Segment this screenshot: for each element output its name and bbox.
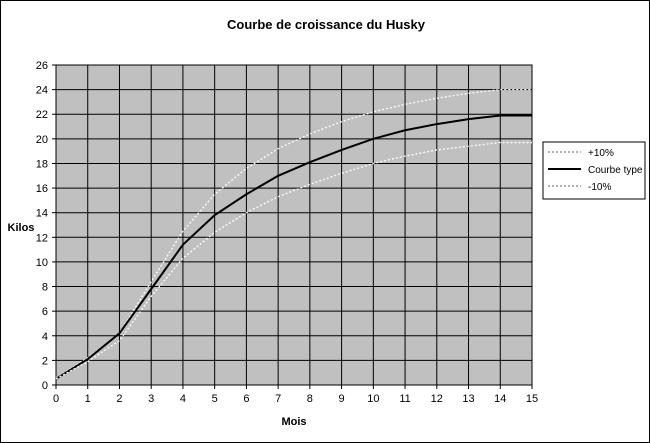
y-axis-label: Kilos bbox=[8, 222, 35, 234]
y-tick-label: 20 bbox=[36, 134, 48, 146]
y-tick-label: 4 bbox=[42, 331, 48, 343]
x-tick-label: 13 bbox=[462, 393, 474, 405]
legend-label: -10% bbox=[588, 182, 611, 193]
y-tick-label: 2 bbox=[42, 355, 48, 367]
y-tick-label: 6 bbox=[42, 306, 48, 318]
y-tick-label: 12 bbox=[36, 232, 48, 244]
x-tick-label: 14 bbox=[494, 393, 506, 405]
plot-background bbox=[55, 64, 533, 386]
x-tick-label: 12 bbox=[431, 393, 443, 405]
x-tick-label: 2 bbox=[116, 393, 122, 405]
legend-label: +10% bbox=[588, 148, 614, 159]
x-tick-label: 4 bbox=[180, 393, 186, 405]
y-tick-label: 0 bbox=[42, 380, 48, 392]
x-tick-label: 0 bbox=[53, 393, 59, 405]
y-tick-label: 10 bbox=[36, 257, 48, 269]
y-tick-label: 8 bbox=[42, 282, 48, 294]
legend: +10% Courbe type -10% bbox=[542, 141, 646, 200]
series-line-2 bbox=[55, 141, 532, 380]
x-tick-label: 6 bbox=[243, 393, 249, 405]
x-tick-label: 10 bbox=[367, 393, 379, 405]
x-tick-label: 7 bbox=[275, 393, 281, 405]
legend-label: Courbe type bbox=[588, 165, 643, 176]
y-tick-label: 18 bbox=[36, 158, 48, 170]
x-tick-label: 1 bbox=[85, 393, 91, 405]
y-tick-label: 26 bbox=[36, 60, 48, 72]
x-tick-label: 9 bbox=[339, 393, 345, 405]
y-tick-label: 24 bbox=[36, 85, 48, 97]
x-tick-label: 3 bbox=[148, 393, 154, 405]
y-tick-label: 22 bbox=[36, 109, 48, 121]
x-axis-label: Mois bbox=[281, 416, 306, 428]
series-line-1 bbox=[55, 114, 532, 380]
x-tick-label: 11 bbox=[399, 393, 410, 405]
x-tick-label: 15 bbox=[526, 393, 538, 405]
chart-title: Courbe de croissance du Husky bbox=[227, 17, 426, 32]
y-tick-label: 14 bbox=[36, 208, 48, 220]
x-tick-label: 5 bbox=[212, 393, 218, 405]
y-tick-label: 16 bbox=[36, 183, 48, 195]
x-tick-label: 8 bbox=[307, 393, 313, 405]
